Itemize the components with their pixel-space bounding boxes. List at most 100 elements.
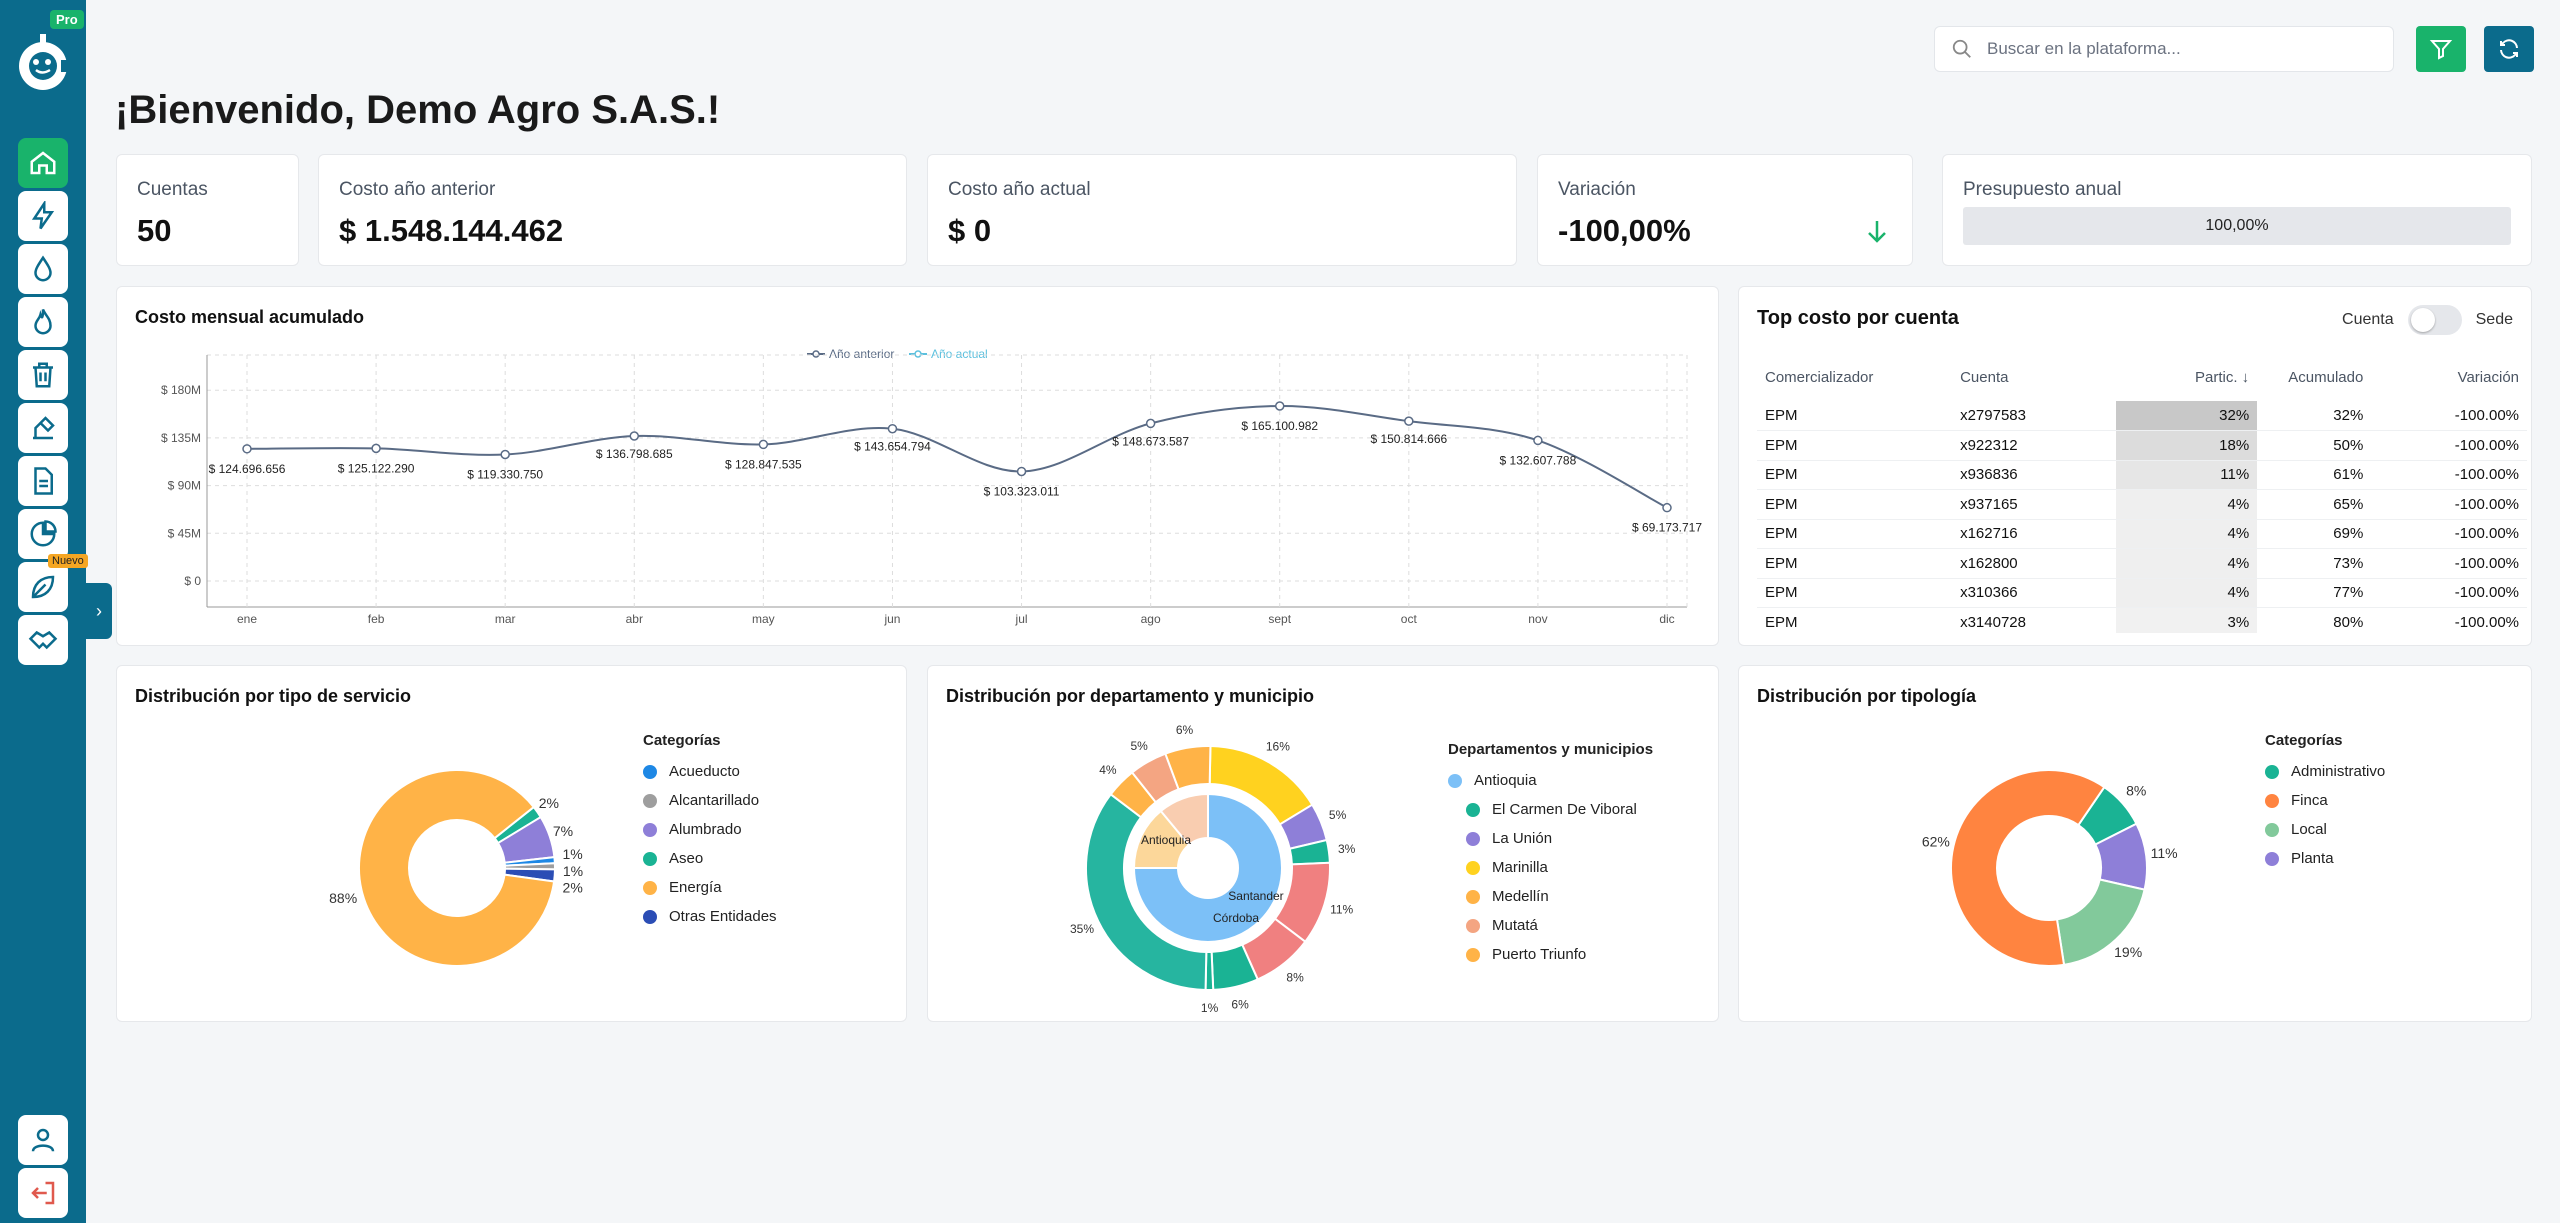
legend-item[interactable]: Energía (643, 873, 777, 902)
data-point[interactable] (371, 443, 381, 454)
table-cell: x3140728 (1952, 607, 2117, 633)
data-point[interactable] (500, 449, 510, 460)
legend-item[interactable]: Antioquia (1448, 766, 1708, 795)
table-row[interactable]: EPM x162716 4% 69% -100.00% (1757, 519, 2527, 549)
filter-button[interactable] (2416, 26, 2466, 72)
pie-slice[interactable] (1085, 792, 1208, 991)
data-point[interactable] (758, 439, 769, 450)
data-point[interactable] (629, 431, 640, 441)
legend-item[interactable]: Otras Entidades (643, 902, 777, 931)
pie-slice[interactable] (1950, 769, 2106, 967)
data-label: $ 103.323.011 (984, 484, 1060, 498)
column-header[interactable]: Cuenta (1960, 368, 2009, 386)
department-legend[interactable]: Departamentos y municipios Antioquia El C… (1448, 741, 1708, 976)
legend-label: Finca (2291, 792, 2328, 809)
nav-profile[interactable] (18, 1115, 68, 1165)
legend-item[interactable]: Alcantarillado (643, 786, 777, 815)
legend-label[interactable]: Año actual (931, 347, 988, 361)
nav-home[interactable] (18, 138, 68, 188)
table-cell: 61% (2257, 460, 2372, 490)
slice-label: 1% (563, 846, 583, 862)
y-tick-label: $ 45M (168, 526, 201, 540)
legend-item[interactable]: La Unión (1448, 824, 1708, 853)
legend-item[interactable]: Medellín (1448, 882, 1708, 911)
data-label: $ 143.654.794 (854, 440, 931, 454)
legend-item[interactable]: Alumbrado (643, 815, 777, 844)
pie-slice[interactable] (1132, 792, 1283, 943)
nav-partners[interactable] (18, 615, 68, 665)
legend-item[interactable]: Marinilla (1448, 853, 1708, 882)
pie-slice[interactable] (358, 769, 556, 967)
data-point[interactable] (242, 444, 252, 454)
nav-services[interactable] (18, 403, 68, 453)
app-logo-icon[interactable] (14, 28, 72, 98)
nav-documents[interactable] (18, 456, 68, 506)
cuenta-sede-toggle[interactable]: Cuenta Sede (2342, 305, 2513, 335)
legend-label: El Carmen De Viboral (1492, 801, 1637, 818)
sidebar-expand-button[interactable]: › (86, 583, 112, 639)
data-point[interactable] (1662, 502, 1672, 513)
refresh-button[interactable] (2484, 26, 2534, 72)
legend-item[interactable]: Finca (2265, 786, 2385, 815)
toggle-knob (2410, 308, 2435, 332)
kpi-card-costo-anterior: Costo año anterior $ 1.548.144.462 (318, 154, 907, 266)
x-tick-label: sept (1268, 612, 1291, 626)
table-row[interactable]: EPM x936836 11% 61% -100.00% (1757, 460, 2527, 490)
y-tick-label: $ 135M (161, 431, 201, 445)
table-cell: 73% (2257, 548, 2372, 579)
table-row[interactable]: EPM x937165 4% 65% -100.00% (1757, 489, 2527, 520)
slice-label: 3% (1338, 842, 1356, 856)
x-tick-label: dic (1659, 612, 1674, 626)
nav-water[interactable] (18, 244, 68, 294)
column-header[interactable]: Acumulado (2288, 368, 2364, 386)
legend-item[interactable]: Planta (2265, 844, 2385, 873)
nav-gas[interactable] (18, 297, 68, 347)
legend-swatch (1466, 802, 1480, 817)
top-cost-table-wrap[interactable]: Comercializador Cuenta Partic. ↓ Acumula… (1757, 353, 2527, 633)
slice-label: 1% (1201, 1001, 1219, 1015)
legend-label[interactable]: Año anterior (829, 347, 894, 361)
legend-item[interactable]: Local (2265, 815, 2385, 844)
nav-reports[interactable] (18, 509, 68, 559)
table-row[interactable]: EPM x162800 4% 73% -100.00% (1757, 548, 2527, 579)
nav-energy[interactable] (18, 191, 68, 241)
search-bar[interactable] (1934, 26, 2394, 72)
legend-item[interactable]: Mutatá (1448, 911, 1708, 940)
data-point[interactable] (1016, 466, 1027, 477)
data-label: $ 69.173.717 (1632, 521, 1702, 535)
table-row[interactable]: EPM x2797583 32% 32% -100.00% (1757, 401, 2527, 431)
toggle-switch[interactable] (2407, 305, 2462, 335)
nav-sustainability[interactable]: Nuevo (18, 554, 88, 612)
column-header[interactable]: Variación (2457, 368, 2519, 386)
data-point[interactable] (1145, 418, 1156, 429)
legend-swatch (2265, 764, 2279, 779)
pie-slice[interactable] (1164, 745, 1212, 791)
search-input[interactable] (1987, 39, 2367, 59)
legend-swatch (2265, 851, 2279, 866)
legend-item[interactable]: Administrativo (2265, 757, 2385, 786)
data-point[interactable] (1274, 401, 1285, 411)
legend-item[interactable]: El Carmen De Viboral (1448, 795, 1708, 824)
data-point[interactable] (1533, 435, 1543, 446)
pie-slice[interactable] (1159, 792, 1209, 847)
data-point[interactable] (1404, 416, 1414, 426)
legend-item[interactable]: Puerto Triunfo (1448, 940, 1708, 969)
nav-logout[interactable] (18, 1168, 68, 1218)
nav-waste[interactable] (18, 350, 68, 400)
column-header[interactable]: Partic. ↓ (2194, 368, 2250, 386)
legend-swatch (1466, 947, 1480, 962)
table-cell: 65% (2257, 489, 2372, 520)
table-row[interactable]: EPM x922312 18% 50% -100.00% (1757, 430, 2527, 461)
data-point[interactable] (887, 423, 898, 434)
column-header[interactable]: Comercializador (1765, 368, 1874, 386)
x-tick-label: may (752, 612, 775, 626)
legend-label: Otras Entidades (669, 908, 777, 925)
legend-item[interactable]: Rionegro (1448, 969, 1708, 976)
legend-item[interactable]: Acueducto (643, 757, 777, 786)
water-drop-icon (34, 255, 52, 282)
table-row[interactable]: EPM x3140728 3% 80% -100.00% (1757, 607, 2527, 633)
table-row[interactable]: EPM x310366 4% 77% -100.00% (1757, 578, 2527, 608)
search-icon (1952, 39, 1971, 58)
legend-item[interactable]: Aseo (643, 844, 777, 873)
leaf-icon (31, 575, 55, 599)
